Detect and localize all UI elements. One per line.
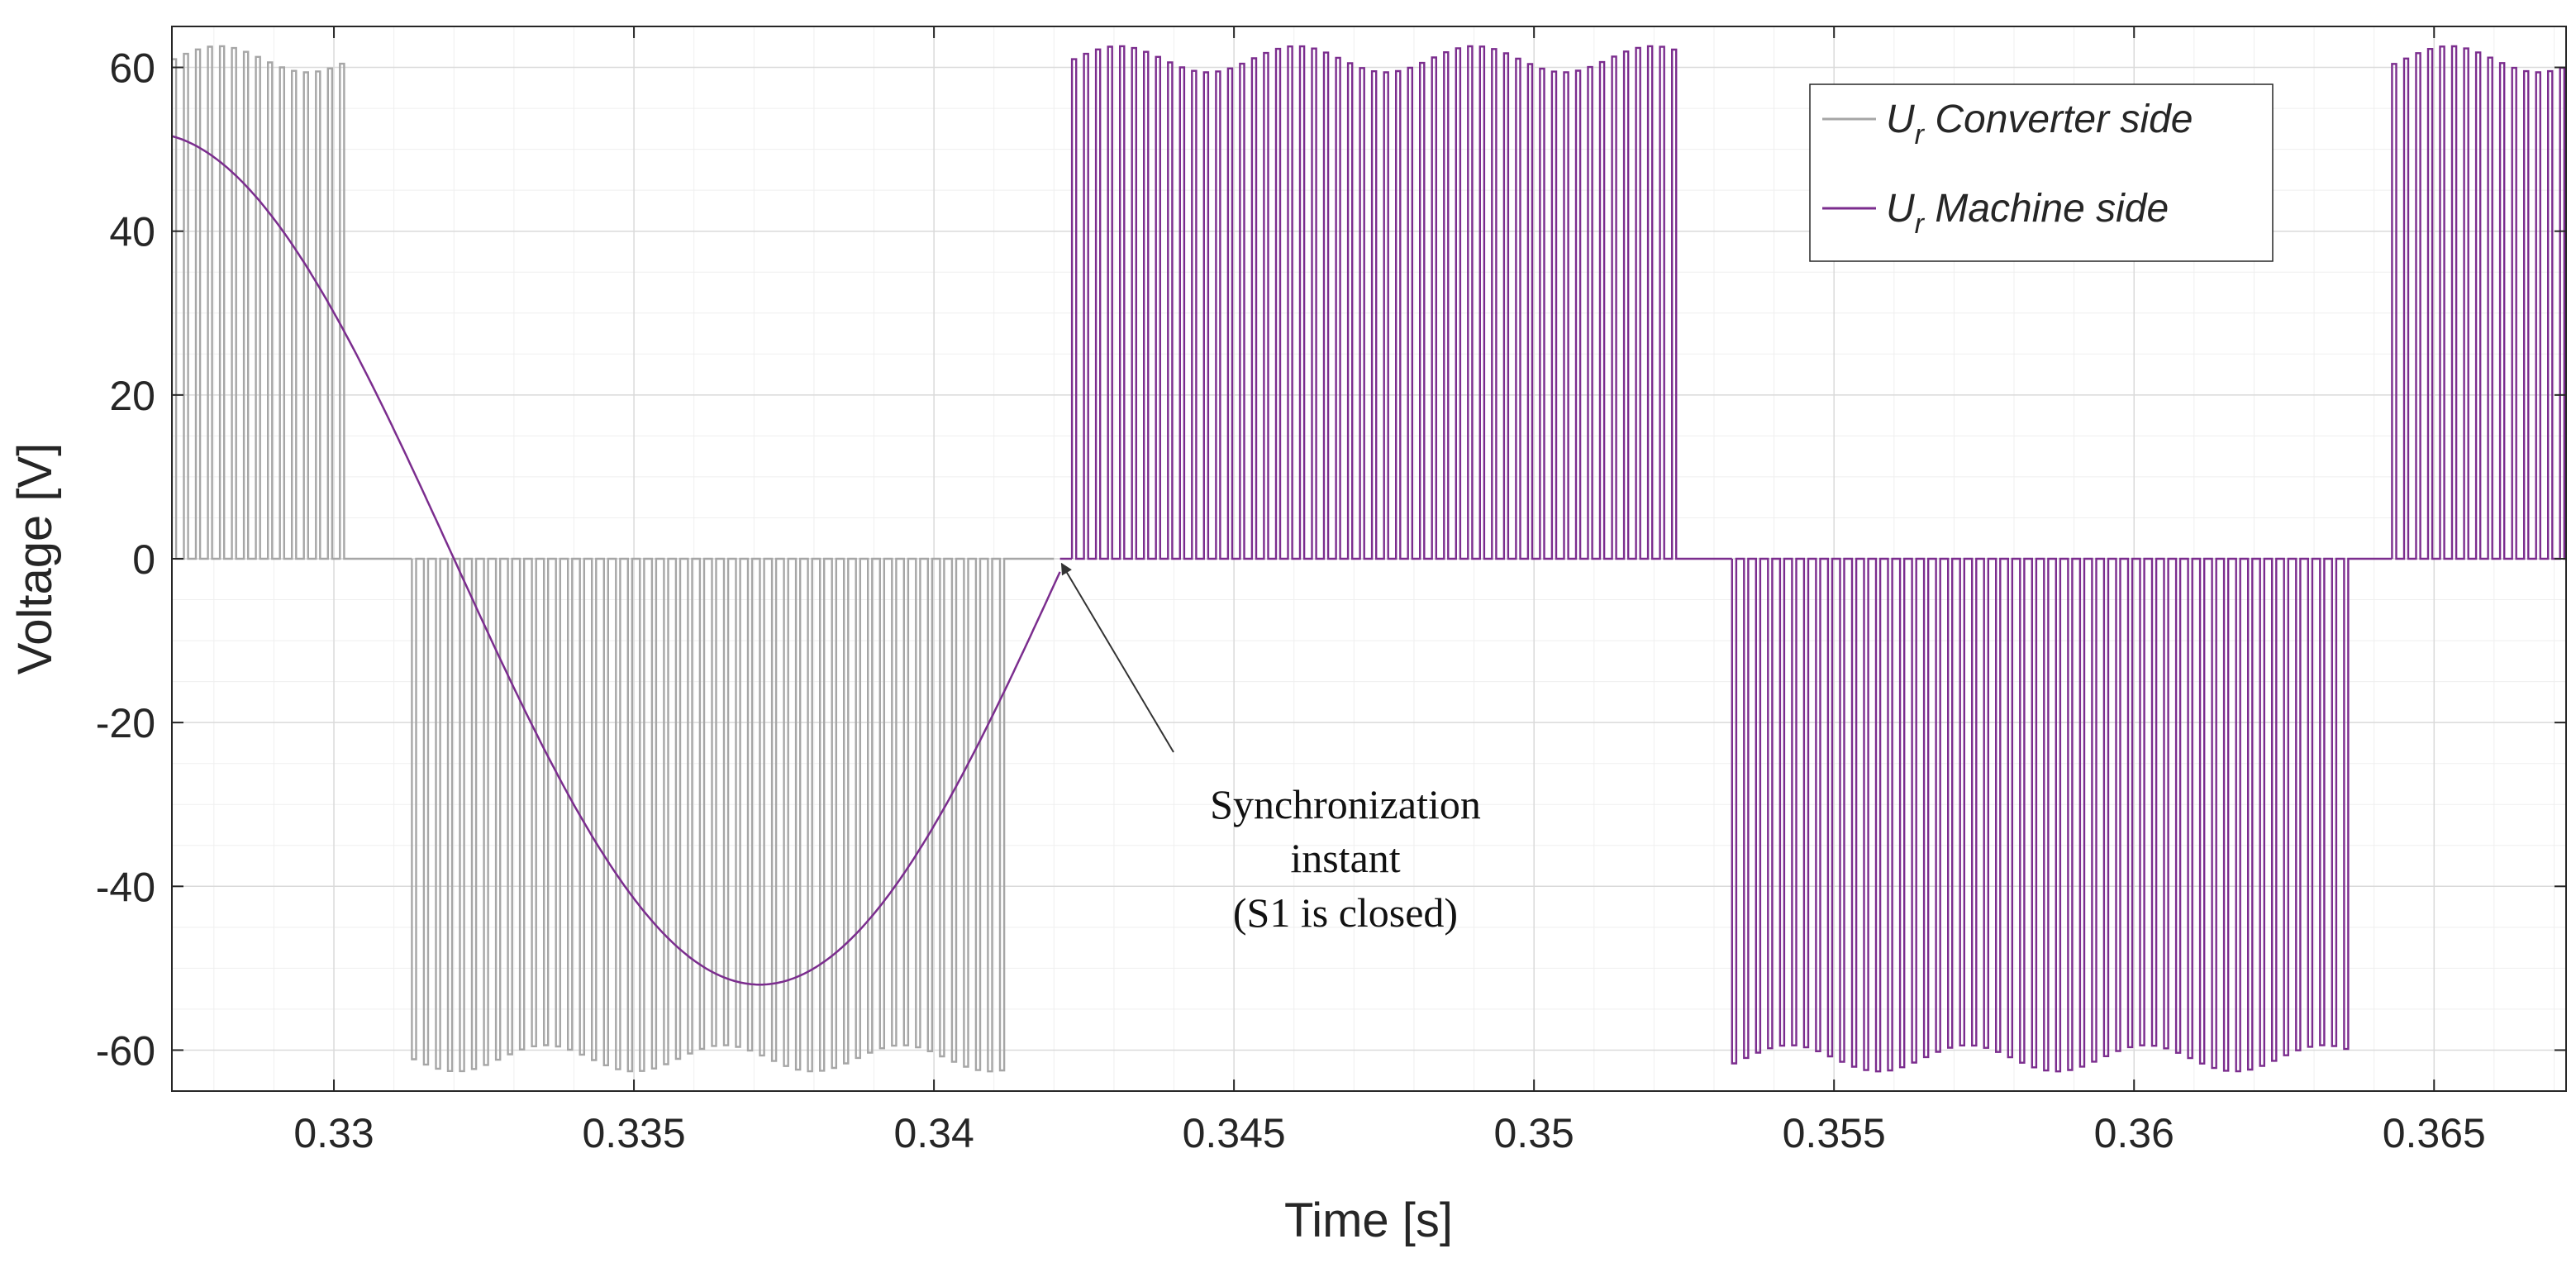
- machine-side-sine-line: [172, 135, 1061, 986]
- x-axis-label: Time [s]: [1284, 1194, 1453, 1247]
- annotation: Synchronization instant (S1 is closed): [1060, 562, 1481, 936]
- y-tick-label: -40: [96, 864, 155, 910]
- y-tick-label: -60: [96, 1027, 155, 1074]
- x-tick-label: 0.345: [1183, 1110, 1286, 1156]
- y-tick-label: 20: [109, 373, 155, 419]
- y-tick-label: 60: [109, 45, 155, 92]
- y-axis-ticks: -60 -40 -20 0 20 40 60: [96, 45, 2566, 1074]
- x-tick-label: 0.365: [2383, 1110, 2486, 1156]
- x-tick-label: 0.35: [1494, 1110, 1574, 1156]
- legend-item-converter: Ur Converter side: [1886, 98, 2193, 150]
- annotation-line-3: (S1 is closed): [1233, 889, 1458, 936]
- annotation-arrow: [1060, 562, 1174, 753]
- x-tick-label: 0.33: [293, 1110, 374, 1156]
- x-tick-label: 0.355: [1783, 1110, 1886, 1156]
- x-tick-label: 0.36: [2094, 1110, 2174, 1156]
- series-layer: [172, 45, 2566, 1073]
- annotation-line-1: Synchronization: [1210, 781, 1481, 827]
- series-pwm-line: [1059, 45, 2566, 1073]
- x-axis-ticks: 0.33 0.335 0.34 0.345 0.35 0.355 0.36 0.365: [293, 26, 2486, 1156]
- legend-item-machine: Ur Machine side: [1886, 187, 2169, 240]
- x-tick-label: 0.335: [583, 1110, 686, 1156]
- y-tick-label: 40: [109, 209, 155, 255]
- series-machine-side: [172, 45, 2566, 1073]
- series-converter-side: [172, 45, 1055, 1073]
- x-tick-label: 0.34: [893, 1110, 974, 1156]
- y-tick-label: 0: [132, 536, 155, 583]
- series-pwm-line: [172, 45, 1055, 1073]
- y-tick-label: -20: [96, 700, 155, 746]
- annotation-line-2: instant: [1290, 835, 1400, 881]
- legend-box: [1809, 83, 2274, 262]
- y-axis-label: Voltage [V]: [8, 443, 62, 675]
- legend: Ur Converter side Ur Machine side: [1809, 83, 2274, 262]
